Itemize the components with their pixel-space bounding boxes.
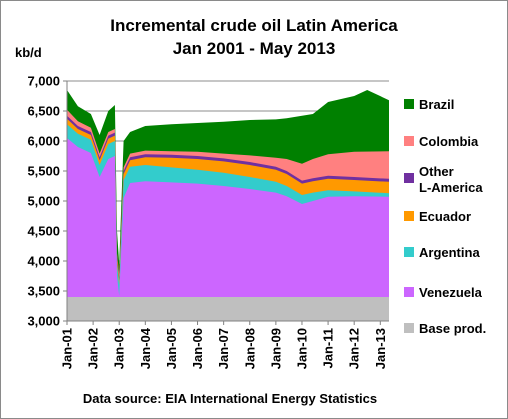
y-tick-label: 4,500	[27, 224, 60, 239]
legend-swatch-colombia	[404, 136, 414, 146]
legend-label-brazil: Brazil	[419, 97, 454, 112]
y-tick-label: 7,000	[27, 74, 60, 89]
legend-label-ecuador: Ecuador	[419, 209, 471, 224]
x-tick-label: Jan-04	[138, 327, 153, 369]
x-tick-label: Jan-08	[242, 328, 257, 369]
legend-swatch-venezuela	[404, 287, 414, 297]
chart-title-line1: Incremental crude oil Latin America	[110, 16, 398, 35]
chart-title-line2: Jan 2001 - May 2013	[173, 39, 336, 58]
x-tick-label: Jan-06	[190, 328, 205, 369]
x-tick-label: Jan-07	[216, 328, 231, 369]
y-tick-labels: 3,000 3,500 4,000 4,500 5,000 5,500 6,000 6,500…	[27, 74, 67, 329]
legend-swatch-ecuador	[404, 211, 414, 221]
y-tick-label: 6,500	[27, 104, 60, 119]
legend-label-other-l-america-line2: L-America	[419, 180, 483, 195]
y-tick-label: 5,500	[27, 164, 60, 179]
y-tick-label: 3,000	[27, 314, 60, 329]
y-axis-unit: kb/d	[15, 45, 42, 60]
x-tick-label: Jan-09	[268, 328, 283, 369]
legend-label-argentina: Argentina	[419, 245, 480, 260]
x-tick-label: Jan-05	[164, 328, 179, 369]
legend-label-venezuela: Venezuela	[419, 285, 483, 300]
area-base-prod	[67, 297, 389, 321]
legend-swatch-argentina	[404, 247, 414, 257]
x-tick-label: Jan-11	[321, 328, 336, 368]
legend-swatch-base-prod	[404, 323, 414, 333]
area-venezuela	[67, 138, 389, 321]
x-tick-label: Jan-01	[60, 328, 75, 369]
data-source-note: Data source: EIA International Energy St…	[83, 391, 377, 406]
y-tick-label: 3,500	[27, 284, 60, 299]
legend-label-base-prod: Base prod.	[419, 321, 486, 336]
x-tick-label: Jan-12	[347, 328, 362, 369]
x-tick-label: Jan-02	[86, 328, 101, 369]
y-tick-label: 6,000	[27, 134, 60, 149]
y-tick-label: 5,000	[27, 194, 60, 209]
y-tick-label: 4,000	[27, 254, 60, 269]
legend-label-other-l-america-line1: Other	[419, 164, 454, 179]
x-tick-label: Jan-03	[112, 328, 127, 369]
legend-swatch-other-l-america	[404, 173, 414, 183]
legend-swatch-brazil	[404, 99, 414, 109]
area-series	[67, 90, 389, 321]
x-tick-labels: Jan-01 Jan-02 Jan-03 Jan-04 Jan-05 Jan-06 Jan-…	[60, 321, 388, 369]
x-tick-label: Jan-13	[373, 328, 388, 369]
legend-label-colombia: Colombia	[419, 134, 479, 149]
x-tick-label: Jan-10	[295, 328, 310, 369]
